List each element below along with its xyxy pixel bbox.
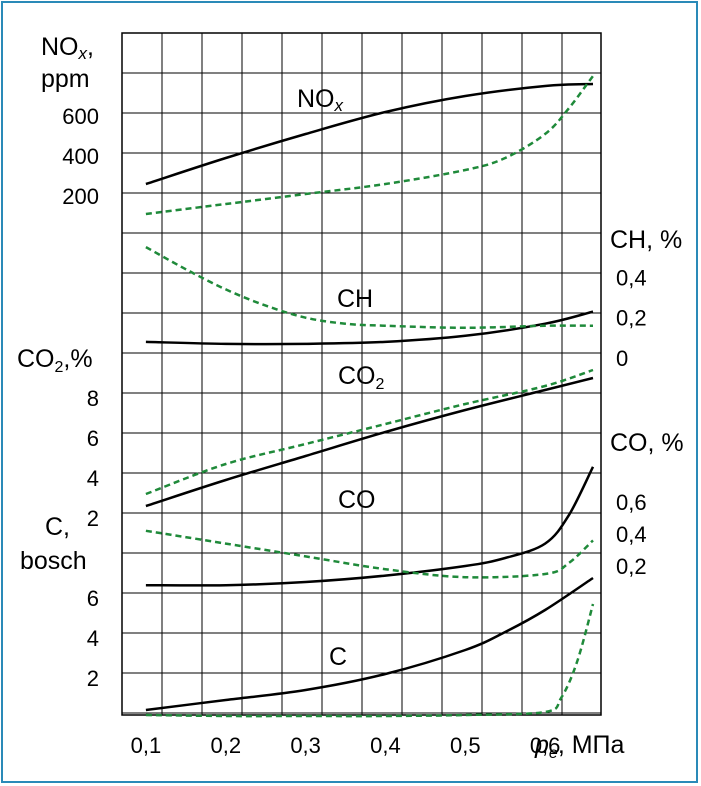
ch-right-tick-label: 0 [616,346,628,371]
nox-curve-label: NOx [297,85,344,115]
x-tick-label: 0,1 [131,733,162,758]
x-tick-label: 0,4 [370,733,401,758]
nox-left-tick-label: 600 [62,104,99,129]
nox-axis-unit: ppm [41,65,90,93]
co-dashed-line [145,529,594,579]
x-tick-label: 0,2 [210,733,241,758]
nox-solid-line [145,82,594,186]
nox-left-tick-label: 400 [62,144,99,169]
tick-labels: 200 400 600 0 0,2 0,4 2 4 6 8 0,2 0,4 0,6 2 4 6 0,1 0,2 0,… [62,104,646,758]
emissions-chart: NOx, ppm CO2,% C, bosch CH, % CO, % NOx … [17,32,684,762]
co-curve-label: CO [338,486,376,514]
ch-axis-label: CH, % [610,226,682,254]
nox-left-tick-label: 200 [62,184,99,209]
ch-dashed-line [145,246,594,330]
co2-dashed-line [145,368,594,496]
soot-solid-line [145,576,594,712]
nox-axis-label: NOx, [41,33,94,63]
co2-left-tick-label: 8 [87,386,99,411]
soot-dashed-line [145,603,595,718]
co2-left-tick-label: 2 [87,506,99,531]
co2-axis-label: CO2,% [17,345,93,376]
co2-left-tick-label: 6 [87,426,99,451]
co-solid-line [145,466,595,587]
grid [121,32,602,716]
soot-axis-label: C, [45,513,70,541]
co-right-tick-label: 0,6 [616,490,647,515]
soot-curve-label: C [329,643,347,671]
co2-left-tick-label: 4 [87,466,99,491]
soot-left-tick-label: 4 [87,626,99,651]
co2-solid-line [145,376,594,508]
x-tick-label: 0,3 [290,733,321,758]
x-tick-label: 0,5 [450,733,481,758]
ch-right-tick-label: 0,4 [616,265,647,290]
series-layer [145,75,595,718]
soot-axis-unit: bosch [20,547,87,575]
co-right-tick-label: 0,4 [616,522,647,547]
ch-solid-line [145,310,594,346]
co-right-tick-label: 0,2 [616,554,647,579]
x-axis-label: pe, МПа [534,731,624,762]
co2-curve-label: CO2 [338,362,385,393]
nox-dashed-line [145,75,594,216]
soot-left-tick-label: 2 [87,666,99,691]
ch-curve-label: CH [337,285,373,313]
x-tick-label: 0,6 [530,733,561,758]
soot-left-tick-label: 6 [87,586,99,611]
co-axis-label: CO, % [610,429,684,457]
ch-right-tick-label: 0,2 [616,306,647,331]
